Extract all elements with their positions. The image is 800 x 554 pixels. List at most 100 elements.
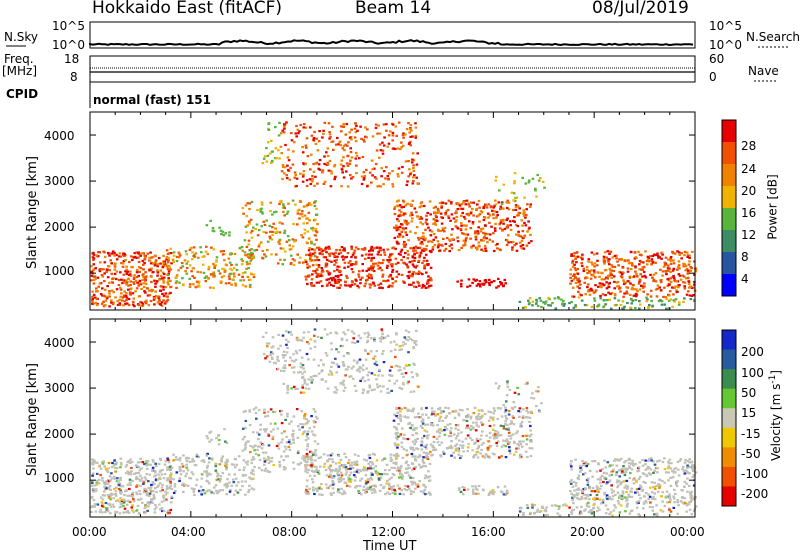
power-cell bbox=[456, 207, 460, 211]
noise-left-tick-bottom: 10^0 bbox=[52, 38, 85, 52]
power-cell bbox=[415, 163, 419, 166]
velocity-cell bbox=[494, 433, 497, 436]
power-cell bbox=[145, 301, 148, 304]
velocity-cell bbox=[290, 366, 294, 369]
power-cell bbox=[397, 167, 401, 170]
velocity-cell bbox=[214, 463, 218, 466]
velocity-cell bbox=[100, 501, 104, 504]
power-cell bbox=[522, 209, 525, 212]
power-cell bbox=[91, 302, 94, 306]
velocity-cell bbox=[295, 336, 299, 339]
velocity-cell bbox=[312, 453, 315, 456]
power-cell bbox=[608, 267, 612, 270]
velocity-cell bbox=[194, 464, 198, 467]
power-cell bbox=[247, 253, 250, 256]
velocity-cell bbox=[390, 389, 393, 392]
velocity-cell bbox=[113, 459, 116, 462]
velocity-cell bbox=[234, 489, 238, 492]
power-cell bbox=[583, 277, 587, 280]
power-cell bbox=[574, 276, 578, 279]
power-cell bbox=[578, 293, 582, 296]
power-cell bbox=[92, 257, 96, 260]
power-cell bbox=[343, 266, 346, 269]
power-cell bbox=[608, 252, 611, 255]
velocity-cell bbox=[112, 475, 116, 478]
power-cell bbox=[175, 260, 179, 263]
velocity-cell bbox=[317, 456, 321, 460]
velocity-cell bbox=[422, 461, 426, 464]
velocity-cell bbox=[321, 369, 324, 372]
power-cell bbox=[598, 282, 602, 285]
power-cell bbox=[397, 121, 401, 124]
velocity-cell bbox=[122, 504, 125, 507]
power-cell bbox=[220, 233, 223, 236]
velocity-cell bbox=[521, 445, 524, 448]
power-cell bbox=[470, 201, 473, 204]
power-cell bbox=[362, 138, 365, 141]
velocity-cell bbox=[345, 484, 349, 487]
power-cell bbox=[298, 217, 301, 220]
power-cell bbox=[577, 296, 581, 299]
power-ytick-1000: 1000 bbox=[44, 264, 75, 278]
velocity-cell bbox=[129, 473, 133, 476]
power-cell bbox=[355, 164, 358, 167]
power-cell bbox=[478, 213, 482, 216]
power-cell bbox=[293, 240, 296, 243]
noise-right-tick-bottom: 10^0 bbox=[709, 38, 742, 52]
velocity-cell bbox=[329, 473, 332, 476]
power-cell bbox=[368, 286, 372, 289]
velocity-cell bbox=[357, 489, 360, 493]
power-cell bbox=[623, 281, 626, 284]
velocity-cell bbox=[476, 456, 480, 459]
power-cell bbox=[374, 162, 378, 166]
velocity-cell bbox=[378, 489, 382, 492]
velocity-cell bbox=[335, 388, 339, 391]
velocity-cell bbox=[475, 417, 478, 420]
power-cell bbox=[435, 216, 438, 219]
power-cell bbox=[278, 231, 282, 234]
power-cell bbox=[166, 261, 170, 264]
power-cell bbox=[417, 272, 420, 275]
power-cell bbox=[317, 163, 321, 166]
power-cell bbox=[665, 272, 668, 275]
velocity-cell bbox=[103, 485, 106, 488]
velocity-cell bbox=[123, 493, 126, 497]
power-cell bbox=[324, 264, 328, 267]
power-cell bbox=[502, 183, 506, 186]
power-cell bbox=[409, 173, 412, 176]
velocity-cell bbox=[365, 469, 369, 472]
power-cell bbox=[165, 265, 169, 268]
velocity-cell bbox=[402, 375, 405, 378]
velocity-cell bbox=[407, 331, 411, 334]
power-cell bbox=[593, 271, 596, 274]
velocity-cell bbox=[290, 387, 293, 390]
velocity-cell bbox=[342, 490, 346, 493]
power-cell bbox=[399, 223, 403, 226]
power-cell bbox=[118, 303, 122, 306]
power-cell bbox=[592, 274, 595, 277]
power-cell bbox=[388, 172, 391, 175]
velocity-cell bbox=[124, 511, 128, 514]
power-cell bbox=[502, 207, 505, 210]
power-cell bbox=[395, 275, 399, 279]
velocity-cell bbox=[457, 439, 461, 442]
power-cell bbox=[527, 299, 530, 302]
power-cell bbox=[111, 303, 115, 306]
power-cell bbox=[177, 256, 181, 259]
power-cell bbox=[482, 205, 486, 208]
velocity-cb-tick-m200: -200 bbox=[741, 487, 769, 501]
velocity-cell bbox=[473, 454, 476, 457]
power-cell bbox=[677, 264, 681, 267]
power-cell bbox=[197, 282, 200, 285]
power-cell bbox=[353, 127, 357, 130]
power-cell bbox=[328, 159, 332, 162]
velocity-cell bbox=[304, 470, 307, 473]
power-cell bbox=[235, 263, 238, 266]
velocity-cell bbox=[195, 478, 199, 481]
velocity-cell bbox=[576, 494, 579, 497]
velocity-cell bbox=[325, 474, 329, 477]
velocity-cell bbox=[331, 460, 335, 464]
velocity-cell bbox=[604, 512, 608, 515]
velocity-cell bbox=[182, 454, 185, 457]
velocity-cell bbox=[255, 417, 258, 420]
